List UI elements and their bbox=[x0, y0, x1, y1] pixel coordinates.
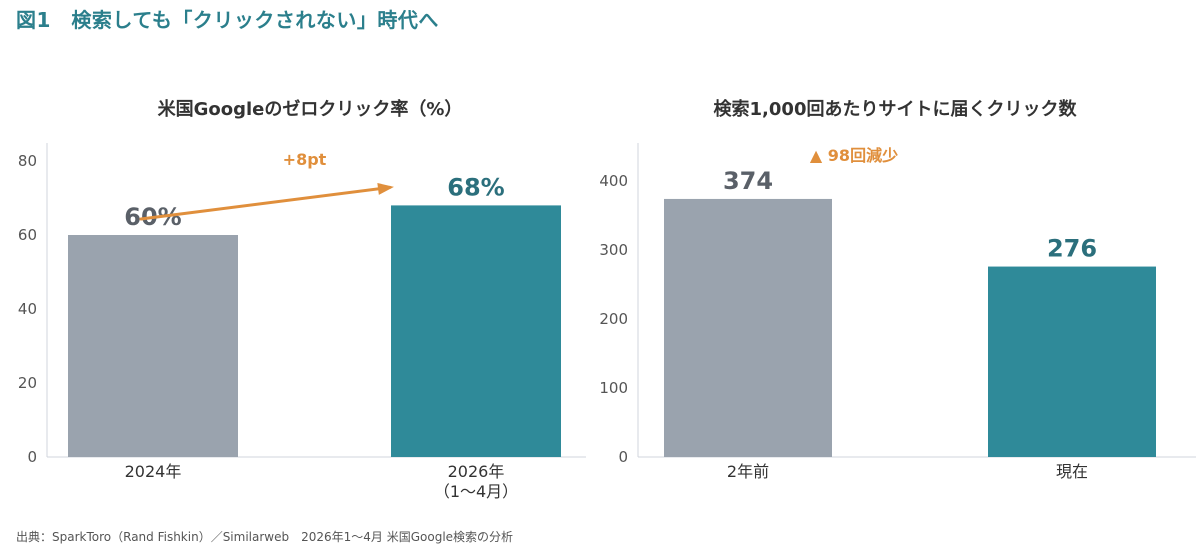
chart-plot: 0 100 200 300 400 374 2年前 276 現在 ▲ 98回減少 bbox=[599, 143, 1196, 481]
x-category-label: 現在 bbox=[1056, 462, 1088, 481]
bar bbox=[68, 235, 238, 457]
change-annotation: +8pt bbox=[283, 150, 327, 169]
y-tick-label: 40 bbox=[18, 300, 37, 318]
y-tick-label: 200 bbox=[599, 310, 628, 328]
trend-arrow-head bbox=[377, 182, 394, 195]
x-category-label: 2年前 bbox=[727, 462, 769, 481]
y-tick-label: 20 bbox=[18, 374, 37, 392]
x-category-label: 2024年 bbox=[125, 462, 182, 481]
y-tick-label: 300 bbox=[599, 241, 628, 259]
zero-click-rate-chart: 米国Googleのゼロクリック率（%） 0 20 40 60 80 60% 2024年 68%… bbox=[0, 95, 590, 515]
chart-title: 米国Googleのゼロクリック率（%） bbox=[157, 99, 463, 120]
source-note: 出典：SparkToro（Rand Fishkin）／Similarweb 20… bbox=[16, 530, 514, 544]
trend-arrow-line bbox=[139, 185, 392, 221]
y-tick-label: 0 bbox=[27, 448, 37, 466]
y-tick-label: 80 bbox=[18, 152, 37, 170]
y-tick-label: 0 bbox=[618, 448, 628, 466]
chart-title: 検索1,000回あたりサイトに届くクリック数 bbox=[713, 99, 1077, 120]
y-tick-label: 60 bbox=[18, 226, 37, 244]
bar bbox=[391, 205, 561, 457]
data-label: 276 bbox=[1047, 235, 1097, 263]
data-label: 374 bbox=[723, 167, 773, 195]
clicks-per-1000-chart: 検索1,000回あたりサイトに届くクリック数 0 100 200 300 400 374 2… bbox=[590, 95, 1200, 515]
data-label: 68% bbox=[447, 173, 504, 201]
bar bbox=[988, 266, 1156, 457]
y-tick-label: 100 bbox=[599, 379, 628, 397]
x-category-label: （1〜4月） bbox=[434, 482, 518, 501]
x-category-label: 2026年 bbox=[448, 462, 505, 481]
y-tick-label: 400 bbox=[599, 172, 628, 190]
change-annotation: ▲ 98回減少 bbox=[810, 146, 898, 165]
figure-title: 図1 検索しても「クリックされない」時代へ bbox=[16, 8, 439, 32]
bar bbox=[664, 198, 832, 457]
